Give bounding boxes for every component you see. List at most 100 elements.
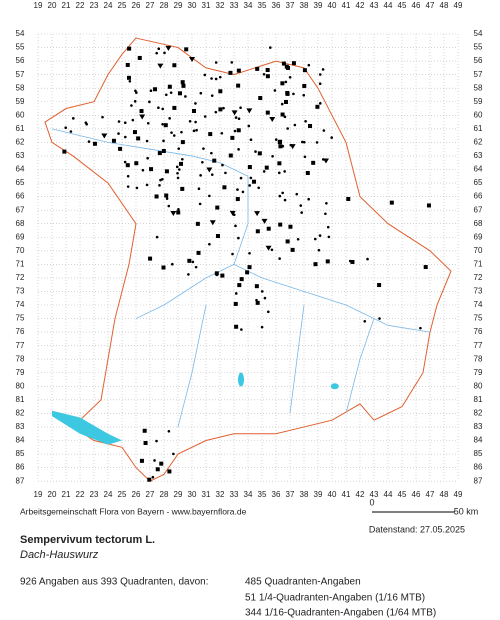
dot: [170, 262, 174, 266]
dot: [214, 61, 218, 64]
column-label: 24: [104, 490, 113, 499]
square: [255, 229, 260, 234]
square: [155, 467, 160, 472]
square: [187, 258, 192, 263]
row-label: 87: [16, 476, 25, 485]
dot: [194, 265, 198, 269]
square: [125, 62, 130, 67]
dot: [214, 110, 218, 114]
column-label: 42: [356, 490, 365, 499]
dot: [210, 77, 213, 80]
row-label: 66: [16, 192, 25, 201]
column-label: 19: [34, 1, 43, 10]
row-label: 79: [474, 368, 483, 377]
dot: [145, 183, 149, 187]
square: [257, 151, 262, 156]
row-label: 74: [16, 300, 25, 309]
square: [285, 239, 290, 244]
dot: [257, 186, 260, 190]
dot: [283, 198, 287, 202]
column-label: 19: [34, 490, 43, 499]
row-label: 86: [16, 463, 25, 472]
river: [51, 128, 249, 177]
row-label: 56: [16, 56, 25, 65]
square: [236, 128, 241, 133]
square: [247, 165, 252, 170]
square: [218, 89, 223, 94]
square: [228, 153, 233, 158]
column-label: 32: [216, 1, 225, 10]
square: [252, 179, 257, 184]
dot: [188, 119, 192, 123]
dot: [151, 475, 155, 479]
dot: [237, 236, 240, 240]
triangle: [157, 63, 164, 69]
triangle: [289, 144, 296, 150]
dot: [239, 106, 242, 110]
square: [255, 300, 260, 305]
dot: [181, 157, 184, 161]
column-label: 39: [314, 1, 323, 10]
row-label: 80: [474, 381, 483, 390]
dot: [234, 116, 238, 119]
square: [214, 271, 219, 276]
row-label: 85: [474, 449, 483, 458]
square: [167, 469, 172, 474]
dot: [210, 94, 214, 97]
row-label: 77: [16, 341, 25, 350]
dot: [247, 124, 251, 128]
row-label: 73: [16, 287, 25, 296]
column-label: 38: [300, 1, 309, 10]
column-label: 37: [286, 1, 295, 10]
column-label: 32: [216, 490, 225, 499]
square: [284, 64, 289, 69]
dot: [177, 147, 181, 150]
river: [135, 263, 235, 319]
river: [289, 304, 305, 414]
dot: [303, 155, 307, 159]
column-label: 29: [174, 1, 183, 10]
square: [139, 458, 144, 463]
summary: 926 Angaben aus 393 Quadranten, davon:: [20, 577, 209, 588]
dot: [146, 121, 150, 125]
dot: [266, 310, 270, 314]
square: [177, 91, 182, 96]
breakdown-item: 485 Quadranten-Angaben: [245, 577, 361, 588]
dot: [324, 212, 327, 216]
column-label: 23: [90, 1, 99, 10]
column-label: 49: [454, 490, 463, 499]
row-label: 85: [16, 449, 25, 458]
triangle: [269, 117, 276, 123]
column-label: 31: [202, 490, 211, 499]
dot: [234, 292, 238, 295]
square: [281, 61, 286, 66]
dot: [307, 197, 310, 201]
dot: [419, 326, 422, 330]
dot: [199, 174, 202, 177]
square: [195, 221, 200, 226]
dot: [157, 47, 161, 51]
dot: [172, 452, 175, 456]
dot: [157, 106, 160, 110]
row-label: 59: [16, 97, 25, 106]
square: [239, 277, 244, 282]
row-label: 69: [16, 232, 25, 241]
border: [44, 37, 452, 482]
dot: [72, 117, 75, 120]
dot: [165, 197, 169, 200]
square: [176, 210, 181, 215]
row-label: 57: [474, 70, 483, 79]
row-label: 87: [474, 476, 483, 485]
dot: [224, 171, 227, 175]
column-label: 25: [118, 1, 127, 10]
dot: [222, 106, 225, 110]
dot: [296, 237, 300, 241]
dot: [232, 213, 236, 217]
row-label: 78: [474, 354, 483, 363]
dot: [363, 319, 367, 323]
dot: [286, 127, 289, 130]
scale-end: 50 km: [454, 506, 479, 516]
dot: [260, 290, 264, 293]
dot: [230, 61, 234, 64]
